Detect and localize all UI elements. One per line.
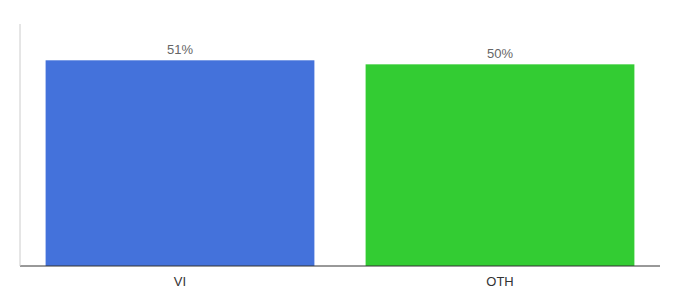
- bar: [46, 60, 315, 266]
- y-axis-line: [20, 24, 21, 266]
- data-label: 50%: [487, 46, 513, 61]
- bar: [366, 64, 635, 266]
- x-tick-label: OTH: [486, 274, 513, 289]
- chart-svg: 51% 50% VI OTH: [0, 0, 680, 300]
- data-labels: 51% 50%: [167, 42, 513, 61]
- x-tick-label: VI: [174, 274, 186, 289]
- axes: VI OTH: [20, 24, 660, 289]
- bars: [46, 60, 635, 266]
- chart-container: 51% 50% VI OTH: [0, 0, 680, 300]
- x-axis-line: [20, 266, 660, 267]
- data-label: 51%: [167, 42, 193, 57]
